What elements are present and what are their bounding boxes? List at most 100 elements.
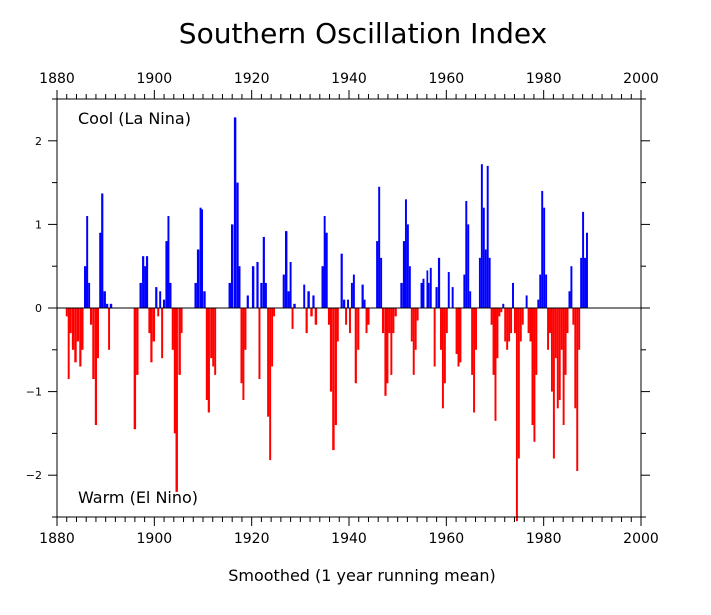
data-point [586, 232, 588, 308]
data-point [332, 308, 335, 451]
data-point [334, 308, 337, 426]
data-point [365, 308, 368, 334]
data-point [433, 308, 436, 367]
data-point [463, 274, 466, 308]
data-point [506, 308, 509, 350]
data-point [517, 308, 520, 459]
data-point [457, 308, 460, 367]
x-tick-label-top: 1940 [331, 71, 367, 87]
data-point [155, 287, 158, 308]
data-point [378, 186, 381, 308]
data-point [384, 308, 387, 396]
data-point [554, 308, 557, 359]
data-point [381, 308, 385, 334]
data-point [525, 295, 528, 308]
x-tick-label-bottom: 1900 [137, 531, 173, 547]
data-point [282, 274, 285, 308]
data-point [305, 308, 308, 334]
data-point [352, 274, 355, 308]
data-point [69, 308, 72, 334]
data-point [568, 291, 571, 308]
axis-ticks [48, 90, 650, 526]
x-tick-label-top: 2000 [623, 71, 659, 87]
data-point [345, 308, 348, 325]
plot-area: 1880 1880 1900 1900 1920 1920 1940 1940 1960 1960… [26, 71, 659, 547]
data-point [233, 117, 237, 308]
data-point [467, 224, 470, 308]
data-point [543, 207, 546, 308]
data-point [109, 303, 113, 308]
data-point [422, 278, 425, 308]
data-point [533, 308, 536, 442]
annotation-cool: Cool (La Nina) [78, 109, 191, 128]
data-point [238, 266, 241, 308]
data-point [293, 303, 296, 308]
x-tick-label-bottom: 1880 [39, 531, 75, 547]
data-point [496, 308, 499, 359]
data-point [570, 266, 573, 308]
data-point [65, 308, 68, 317]
data-point [502, 303, 505, 308]
data-point [157, 308, 160, 317]
data-point [310, 308, 313, 317]
data-point [354, 308, 357, 384]
data-point [406, 224, 409, 308]
data-point [515, 308, 518, 522]
data-point [199, 207, 202, 308]
x-tick-label-top: 1920 [234, 71, 270, 87]
data-point [76, 308, 80, 342]
data-point [101, 193, 104, 308]
data-point [260, 282, 263, 308]
data-point [269, 308, 272, 461]
data-point [230, 224, 234, 308]
data-point [165, 241, 168, 308]
data-point [159, 291, 162, 308]
axis-tick-labels: 1880 1880 1900 1900 1920 1920 1940 1940 1960 1960… [26, 71, 659, 547]
data-point [486, 165, 489, 308]
y-tick-label: −1 [26, 386, 42, 399]
data-point [558, 308, 561, 400]
data-point [148, 308, 151, 334]
data-point [88, 282, 91, 308]
data-point [552, 308, 555, 459]
data-point [175, 308, 178, 492]
data-point [521, 308, 524, 325]
data-point [500, 308, 503, 313]
data-point [404, 199, 407, 308]
data-point [289, 262, 292, 308]
data-point [492, 308, 495, 375]
data-point [139, 282, 142, 308]
data-point [323, 216, 326, 308]
data-point [361, 284, 364, 308]
data-point [273, 308, 276, 317]
data-point [582, 211, 585, 308]
data-point [414, 308, 417, 350]
data-point [108, 308, 111, 350]
data-point [240, 308, 243, 384]
data-point [86, 216, 89, 308]
data-point [167, 216, 170, 308]
data-point [412, 308, 415, 375]
data-point [584, 257, 587, 308]
data-point [67, 308, 70, 380]
data-point [560, 308, 563, 350]
data-point [267, 308, 270, 417]
data-point [96, 308, 99, 359]
data-point [228, 282, 231, 308]
x-tick-label-top: 1900 [137, 71, 173, 87]
data-point [347, 299, 349, 308]
data-point [545, 274, 548, 308]
data-point [271, 308, 274, 367]
data-point [246, 295, 249, 308]
y-tick-label: 1 [35, 218, 42, 231]
data-point [564, 308, 567, 375]
annotation-warm: Warm (El Nino) [78, 488, 198, 507]
data-point [527, 308, 530, 334]
data-point [99, 232, 102, 308]
data-point [196, 249, 200, 308]
data-point [426, 270, 429, 308]
y-tick-label: −2 [26, 469, 42, 482]
data-point [214, 308, 217, 375]
data-point [106, 303, 109, 308]
data-point [529, 308, 532, 342]
